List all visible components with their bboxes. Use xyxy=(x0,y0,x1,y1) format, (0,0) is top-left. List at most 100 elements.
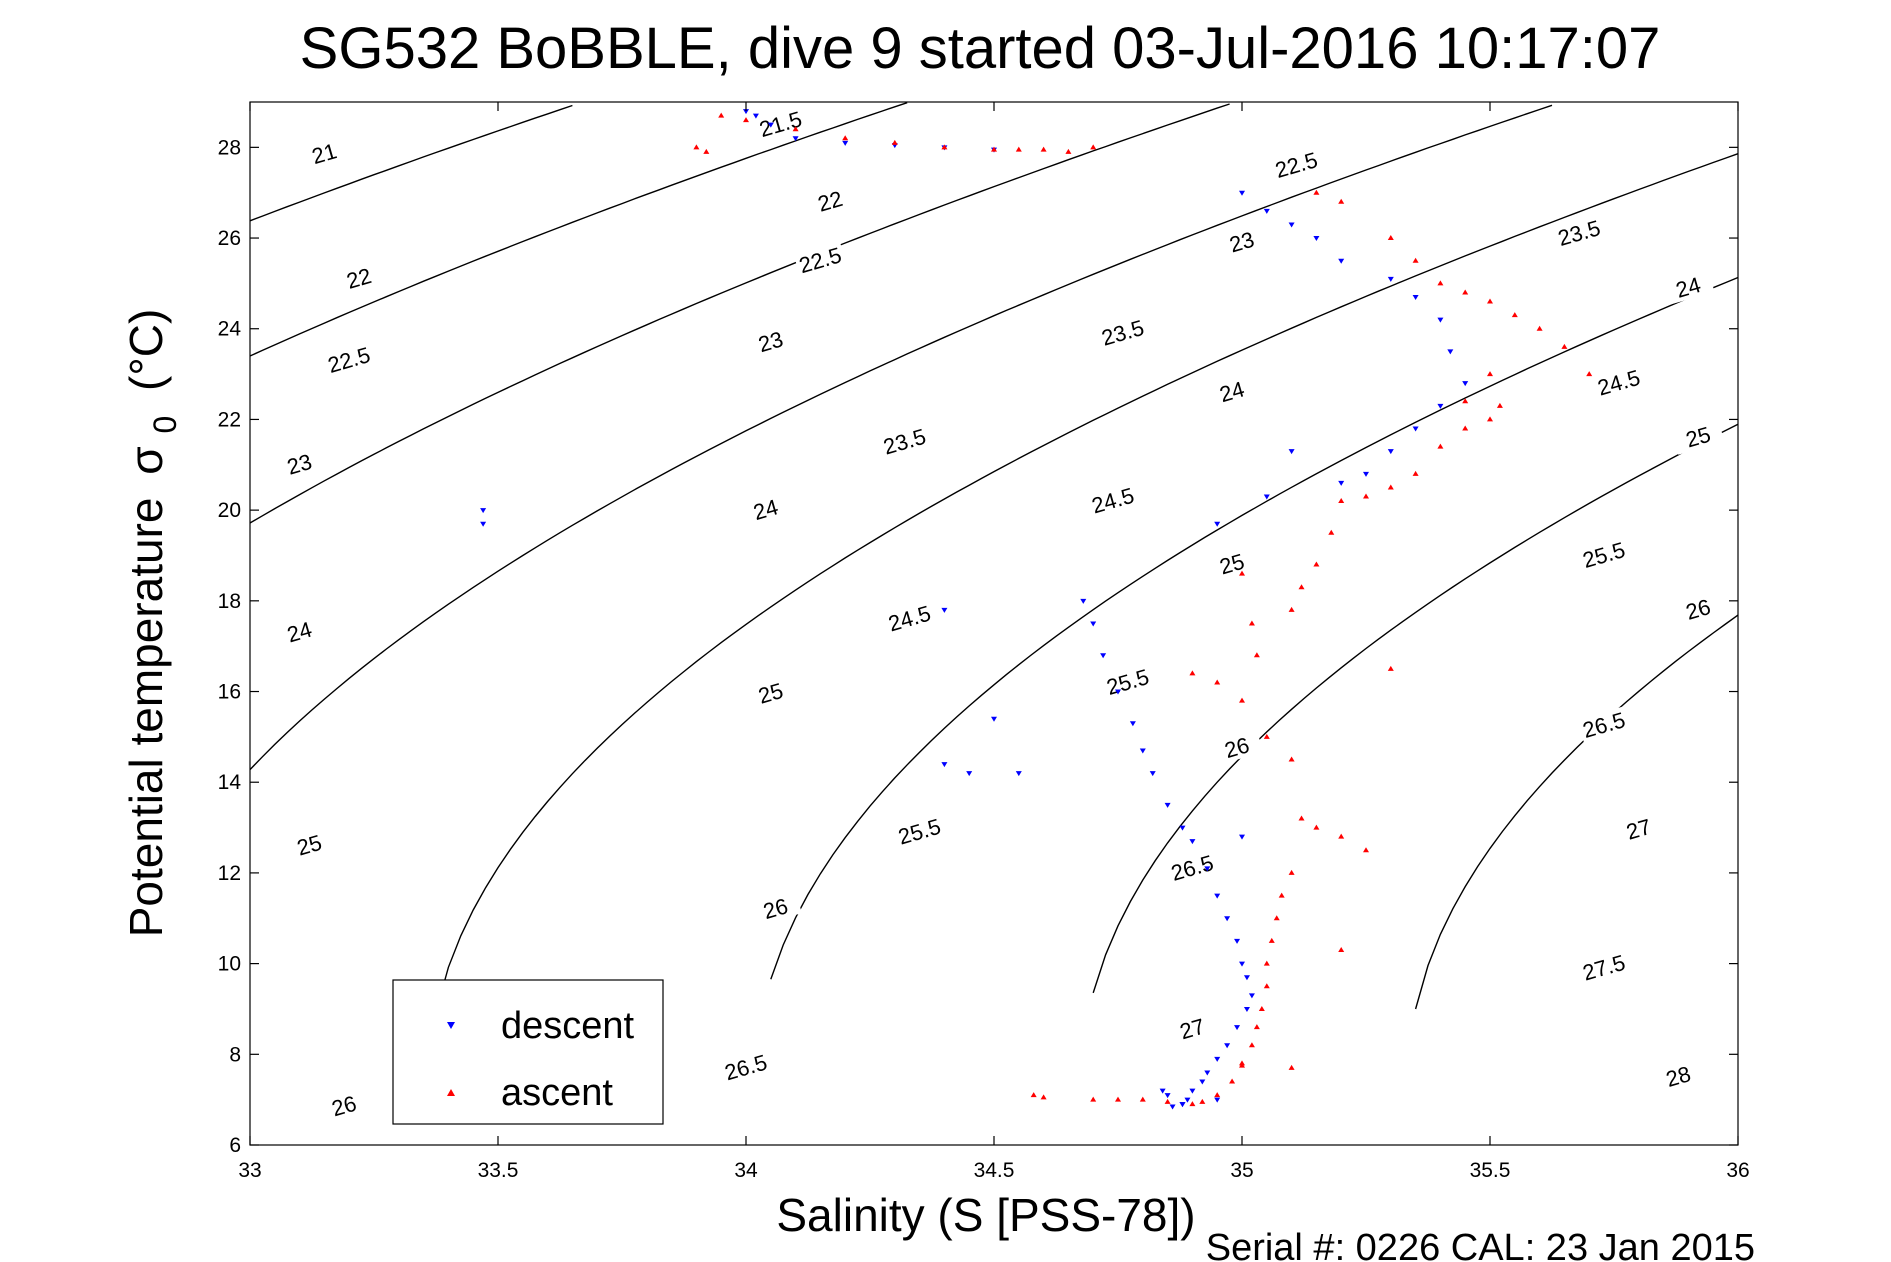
descent-point xyxy=(1100,653,1107,659)
ascent-point xyxy=(1288,1064,1295,1070)
ascent-point xyxy=(1263,733,1270,739)
ascent-point xyxy=(1040,146,1047,152)
descent-point xyxy=(1412,426,1419,432)
legend-box xyxy=(392,979,664,1125)
descent-point xyxy=(752,113,759,119)
ascent-point xyxy=(718,112,725,118)
descent-point xyxy=(1234,1025,1241,1031)
contour-label-bg xyxy=(739,491,792,528)
contour-label-bg xyxy=(1671,418,1725,455)
y-tick-label: 14 xyxy=(218,771,242,794)
contour-label-bg xyxy=(1577,949,1631,986)
ascent-point xyxy=(1437,443,1444,449)
ascent-point xyxy=(1338,198,1345,204)
descent-point xyxy=(1263,494,1270,500)
descent-point xyxy=(842,140,849,146)
contour-label: 23.5 xyxy=(1555,215,1603,251)
descent-point xyxy=(1179,1102,1186,1108)
contour-label-bg xyxy=(1577,706,1631,743)
ascent-point xyxy=(1496,402,1503,408)
ascent-point xyxy=(1338,947,1345,953)
y-axis-label-subscript: 0 xyxy=(147,416,183,434)
descent-point xyxy=(941,607,948,613)
descent-point xyxy=(767,122,774,128)
contour-label-bg xyxy=(1671,590,1725,628)
contour-label-bg xyxy=(883,599,936,637)
contour-label-bg xyxy=(1205,545,1259,582)
y-tick-label: 24 xyxy=(218,318,242,341)
ascent-point xyxy=(1298,584,1305,590)
contour-label-bg xyxy=(1661,268,1715,306)
descent-point xyxy=(1248,993,1255,999)
y-tick-label: 16 xyxy=(218,681,241,704)
ascent-point xyxy=(941,144,948,150)
descent-point xyxy=(1243,1006,1250,1012)
y-tick-label: 26 xyxy=(218,227,241,250)
ascent-point xyxy=(1462,425,1469,431)
ascent-point xyxy=(1273,915,1280,921)
descent-point xyxy=(991,716,997,722)
contour-label: 25.5 xyxy=(1104,664,1152,700)
ascent-point xyxy=(1338,833,1345,839)
contour-label-bg xyxy=(272,445,326,482)
contour-label-bg xyxy=(297,135,351,172)
ascent-point xyxy=(1387,665,1394,671)
ascent-point xyxy=(1065,148,1072,154)
descent-point xyxy=(1313,236,1320,242)
descent-point xyxy=(1288,449,1295,455)
contour-label-bg xyxy=(719,1048,773,1086)
ascent-point xyxy=(1239,1062,1245,1068)
descent-point xyxy=(941,762,948,768)
ascent-point xyxy=(1253,652,1260,658)
density-contours xyxy=(249,102,1739,1013)
ascent-point xyxy=(1586,371,1593,377)
ascent-point xyxy=(1248,620,1255,626)
descent-point xyxy=(1224,916,1231,922)
descent-point xyxy=(1363,471,1369,477)
contour-label: 26.5 xyxy=(722,1050,770,1086)
descent-point xyxy=(1214,893,1221,899)
descent-point xyxy=(1015,771,1022,777)
serial-calibration-footer: Serial #: 0226 CAL: 23 Jan 2015 xyxy=(1206,1227,1755,1262)
ascent-point xyxy=(1313,561,1320,567)
ascent-point xyxy=(1278,892,1285,898)
descent-point xyxy=(1189,1088,1196,1094)
descent-point xyxy=(1204,866,1211,872)
ascent-point xyxy=(1164,1098,1171,1104)
x-axis: 33 33.5 34 34.5 35 35.5 36 xyxy=(238,102,1750,1182)
ascent-point xyxy=(1487,416,1493,422)
descent-point xyxy=(1184,1097,1191,1103)
descent-point xyxy=(1199,1079,1206,1085)
y-tick-label: 22 xyxy=(218,408,241,431)
x-tick-label: 33.5 xyxy=(478,1159,519,1182)
ascent-point xyxy=(1313,189,1320,195)
contour-line xyxy=(770,276,1739,980)
descent-point xyxy=(1234,938,1241,944)
descent-point xyxy=(1080,598,1087,604)
ascent-point xyxy=(1115,1096,1121,1102)
contour-label-bg xyxy=(1101,663,1155,700)
ascent-point xyxy=(1288,869,1295,875)
contour-label-bg xyxy=(1165,849,1219,886)
contour-label-bg xyxy=(744,674,797,711)
ascent-point xyxy=(1561,343,1568,349)
ascent-point xyxy=(1511,312,1518,318)
descent-point xyxy=(1115,689,1121,695)
ascent-point xyxy=(1536,325,1543,331)
legend-ascent-marker xyxy=(447,1089,455,1096)
ascent-point xyxy=(1040,1094,1047,1100)
contour-line xyxy=(435,153,1739,1013)
contour-label-bg xyxy=(1577,536,1631,573)
descent-point xyxy=(1243,975,1250,981)
contour-label-bg xyxy=(1086,481,1140,519)
descent-point xyxy=(1169,1104,1176,1110)
contour-label-bg xyxy=(332,259,386,297)
descent-point xyxy=(1149,771,1156,777)
contour-label-bg xyxy=(272,613,326,650)
ascent-point xyxy=(1199,1098,1206,1104)
legend-descent-label: descent xyxy=(501,1005,635,1047)
legend: descent ascent xyxy=(392,979,664,1125)
svg-text:Potential temperature σ: Potential temperature σ 0 (°C) xyxy=(120,309,186,938)
ascent-point xyxy=(1437,280,1444,286)
descent-point xyxy=(1447,349,1454,355)
